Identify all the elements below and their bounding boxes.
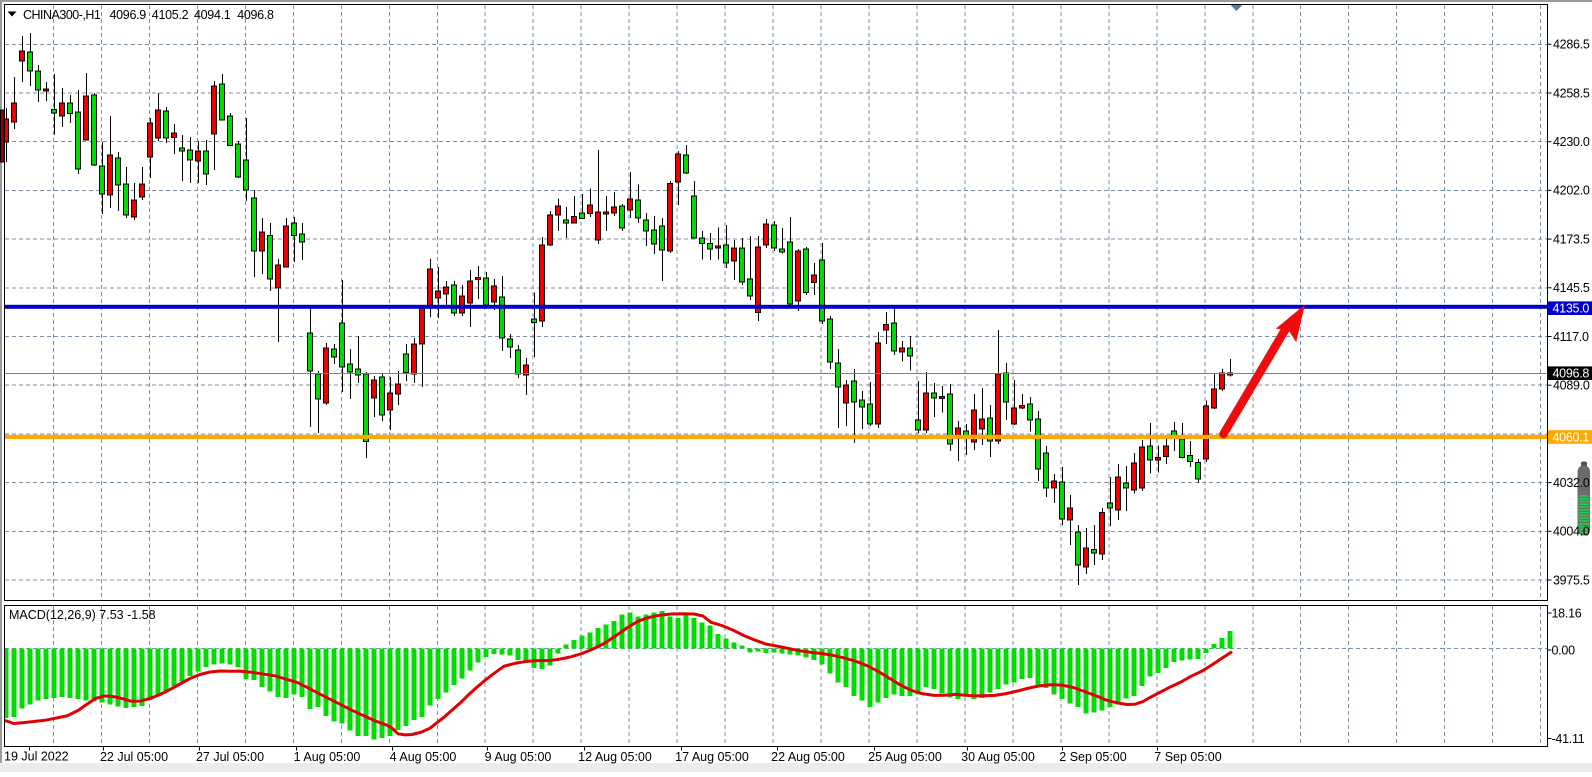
svg-text:7 Sep 05:00: 7 Sep 05:00	[1154, 750, 1221, 764]
svg-text:4032.0: 4032.0	[1553, 476, 1590, 490]
svg-text:0.00: 0.00	[1552, 643, 1576, 657]
svg-text:4173.5: 4173.5	[1553, 232, 1590, 246]
svg-text:4286.5: 4286.5	[1553, 38, 1590, 52]
svg-text:4060.1: 4060.1	[1553, 431, 1590, 445]
svg-text:4096.8: 4096.8	[1553, 367, 1590, 381]
svg-text:4105.2: 4105.2	[152, 8, 189, 22]
svg-text:-41.11: -41.11	[1552, 732, 1585, 746]
svg-text:4230.0: 4230.0	[1553, 135, 1590, 149]
svg-text:22 Jul 05:00: 22 Jul 05:00	[100, 750, 168, 764]
svg-text:25 Aug 05:00: 25 Aug 05:00	[868, 750, 942, 764]
svg-text:4117.0: 4117.0	[1553, 330, 1589, 344]
svg-text:22 Aug 05:00: 22 Aug 05:00	[771, 750, 845, 764]
svg-text:1 Aug 05:00: 1 Aug 05:00	[294, 750, 361, 764]
svg-text:4202.0: 4202.0	[1553, 184, 1590, 198]
svg-text:4096.8: 4096.8	[237, 8, 274, 22]
svg-text:18.16: 18.16	[1552, 606, 1582, 620]
svg-text:4004.0: 4004.0	[1553, 525, 1590, 539]
svg-text:9 Aug 05:00: 9 Aug 05:00	[485, 750, 552, 764]
svg-text:4096.9: 4096.9	[110, 8, 147, 22]
svg-text:19 Jul 2022: 19 Jul 2022	[4, 750, 69, 764]
svg-text:4145.5: 4145.5	[1553, 281, 1590, 295]
svg-text:4094.1: 4094.1	[194, 8, 231, 22]
svg-text:3975.5: 3975.5	[1553, 573, 1590, 587]
svg-text:4 Aug 05:00: 4 Aug 05:00	[390, 750, 457, 764]
svg-text:CHINA300-,H1: CHINA300-,H1	[23, 8, 101, 22]
svg-text:4258.5: 4258.5	[1553, 86, 1590, 100]
svg-text:17 Aug 05:00: 17 Aug 05:00	[675, 750, 749, 764]
svg-text:4135.0: 4135.0	[1553, 302, 1590, 316]
svg-text:MACD(12,26,9) 7.53 -1.58: MACD(12,26,9) 7.53 -1.58	[9, 608, 156, 622]
svg-text:4089.0: 4089.0	[1553, 379, 1590, 393]
svg-text:2 Sep 05:00: 2 Sep 05:00	[1059, 750, 1126, 764]
svg-text:27 Jul 05:00: 27 Jul 05:00	[196, 750, 264, 764]
svg-text:30 Aug 05:00: 30 Aug 05:00	[961, 750, 1035, 764]
svg-text:12 Aug 05:00: 12 Aug 05:00	[578, 750, 652, 764]
